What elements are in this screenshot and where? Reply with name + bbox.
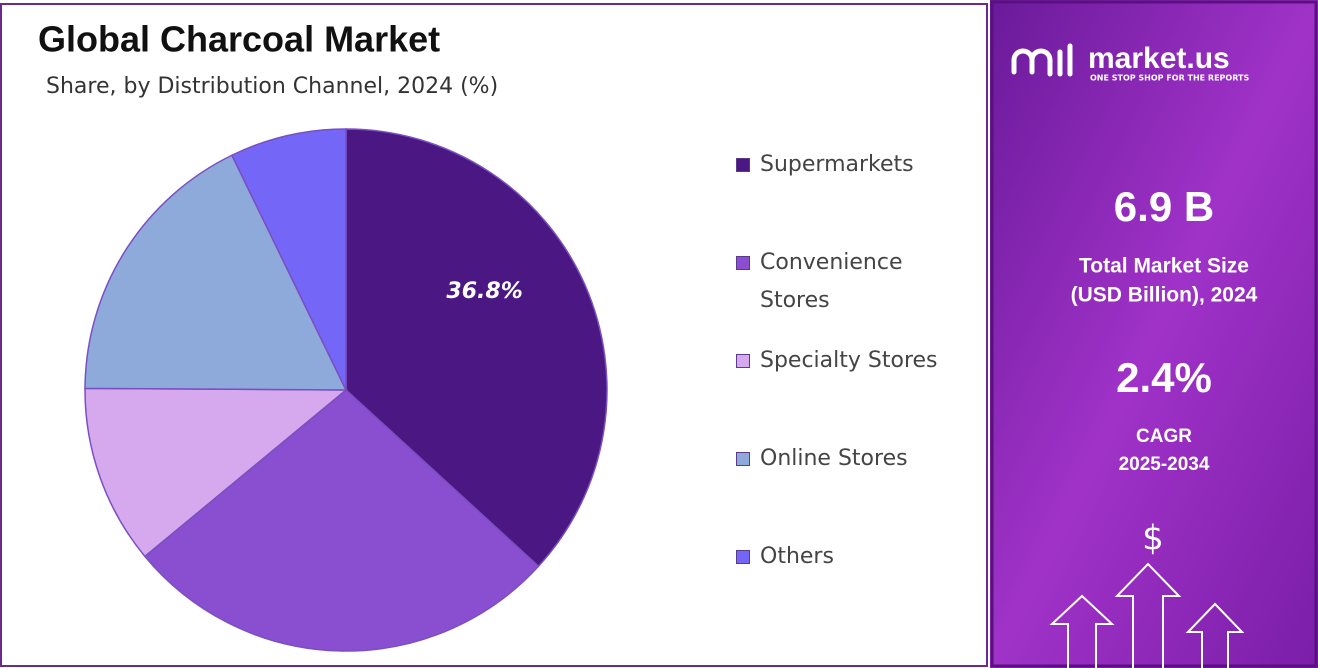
legend-label: Convenience Stores <box>760 250 903 313</box>
sidebar: market.us ONE STOP SHOP FOR THE REPORTS … <box>990 0 1318 668</box>
chart-subtitle: Share, by Distribution Channel, 2024 (%) <box>46 74 498 99</box>
legend-swatch <box>736 158 750 172</box>
legend-swatch <box>736 256 750 270</box>
legend-item: Convenience Stores <box>736 250 966 320</box>
legend-swatch <box>736 550 750 564</box>
pie-slice <box>230 128 347 391</box>
dollar-icon: $ <box>1142 519 1164 559</box>
market-size-label: (USD Billion), 2024 <box>1071 284 1258 307</box>
pie-slice <box>84 387 349 558</box>
legend-swatch <box>736 354 750 368</box>
cagr-label: 2025-2034 <box>1119 454 1210 475</box>
sidebar-frame <box>990 0 1318 668</box>
legend-item: Specialty Stores <box>736 348 966 380</box>
cagr-label: CAGR <box>1136 426 1192 447</box>
cagr-value: 2.4% <box>1116 354 1212 401</box>
legend-label: Online Stores <box>760 446 908 471</box>
brand-tagline: ONE STOP SHOP FOR THE REPORTS <box>1090 74 1249 83</box>
chart: Global Charcoal Market Share, by Distrib… <box>0 3 988 667</box>
pie-slice <box>84 154 348 391</box>
legend-label: Supermarkets <box>760 152 914 177</box>
pie-slice <box>143 389 540 652</box>
sidebar-bg <box>990 0 1318 668</box>
data-label: 36.8% <box>446 279 522 304</box>
brand-logo <box>1011 43 1073 77</box>
pie: 36.8% <box>84 128 608 652</box>
growth-arrows <box>1049 562 1245 668</box>
legend-label: Others <box>760 544 834 569</box>
brand-name: market.us <box>1088 42 1230 75</box>
chart-title: Global Charcoal Market <box>38 19 440 60</box>
pie-slice <box>345 128 608 568</box>
legend-item: Supermarkets <box>736 152 966 184</box>
legend-item: Online Stores <box>736 446 966 478</box>
market-size: 6.9 B <box>1114 183 1214 230</box>
legend-label: Specialty Stores <box>760 348 938 373</box>
legend-swatch <box>736 452 750 466</box>
market-size-label: Total Market Size <box>1079 255 1249 278</box>
legend-item: Others <box>736 544 966 576</box>
